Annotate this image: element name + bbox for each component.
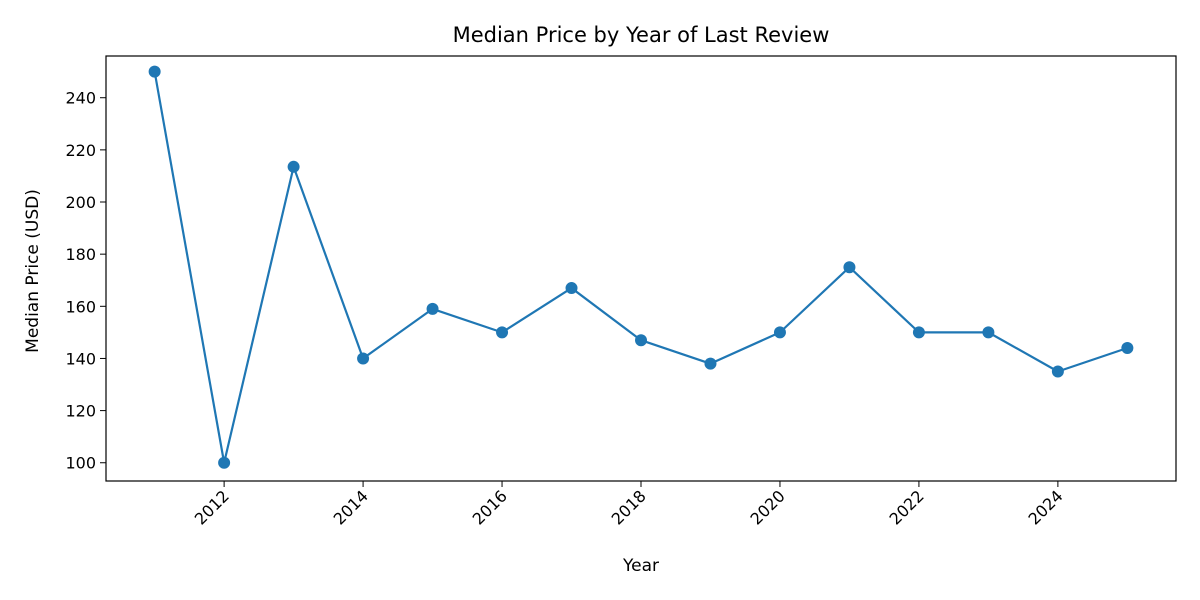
plot-frame: [105, 55, 1177, 482]
x-tick-label-2020: 2020: [747, 486, 789, 528]
x-tick-label-2024: 2024: [1024, 486, 1066, 528]
data-point-2016: [496, 326, 509, 339]
y-tick-label-120: 120: [65, 402, 96, 421]
chart-title: Median Price by Year of Last Review: [453, 23, 830, 47]
data-point-2025: [1121, 342, 1134, 355]
x-tick-label-2014: 2014: [330, 486, 372, 528]
series-line-0: [153, 70, 1129, 464]
data-point-2012: [218, 456, 231, 469]
y-tick-label-140: 140: [65, 349, 96, 368]
y-tick-label-220: 220: [65, 141, 96, 160]
y-tick-label-200: 200: [65, 193, 96, 212]
data-point-2021: [843, 261, 856, 274]
data-point-2014: [357, 352, 370, 365]
data-point-2018: [635, 334, 647, 347]
data-point-2022: [912, 326, 925, 339]
x-tick-label-2022: 2022: [886, 486, 928, 528]
y-tick-label-160: 160: [65, 297, 96, 316]
y-tick-label-240: 240: [65, 89, 96, 108]
x-axis-title: Year: [622, 556, 659, 576]
data-point-2013: [287, 160, 300, 173]
data-point-2024: [1051, 365, 1064, 378]
data-point-2011: [148, 65, 161, 78]
x-tick-label-2018: 2018: [608, 486, 650, 528]
data-point-2023: [982, 326, 995, 339]
y-axis-title: Median Price (USD): [23, 189, 43, 353]
x-tick-label-2016: 2016: [469, 486, 511, 528]
y-tick-label-180: 180: [65, 245, 96, 264]
data-point-2020: [773, 326, 786, 339]
x-tick-label-2012: 2012: [191, 486, 233, 528]
y-tick-label-100: 100: [65, 454, 96, 473]
plot-area: 2012 2014 2016 2018 2020 2022 2024 100 120 140 160…: [65, 55, 1177, 529]
data-point-2019: [704, 357, 717, 370]
data-point-2015: [426, 302, 439, 315]
data-point-2017: [565, 282, 578, 295]
